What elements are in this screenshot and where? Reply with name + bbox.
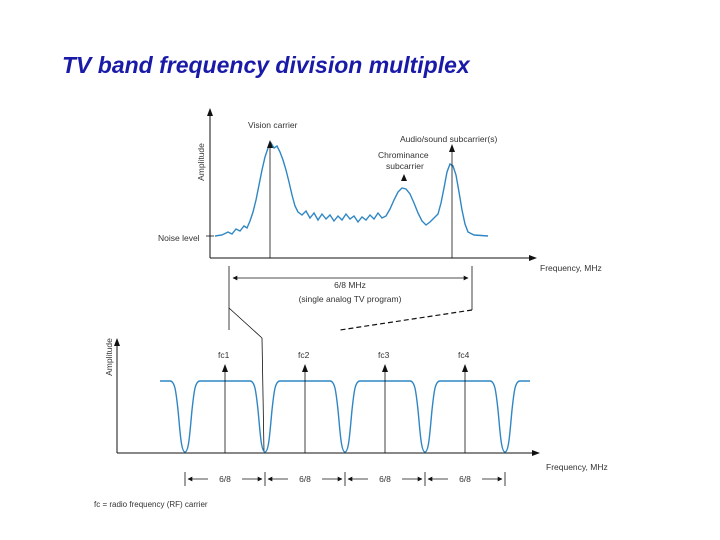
multiplexed-channels-curve xyxy=(160,380,530,453)
vision-carrier-arrow-icon xyxy=(267,140,273,148)
spacing-dimension-4: 6/8 xyxy=(427,474,503,484)
bottom-y-axis-arrow-icon xyxy=(114,338,120,346)
footnote: fc = radio frequency (RF) carrier xyxy=(94,500,208,509)
bandwidth-label: 6/8 MHz xyxy=(334,280,366,290)
carrier-2-label: fc2 xyxy=(298,350,310,360)
chrominance-label-line1: Chrominance xyxy=(378,150,429,160)
bottom-y-axis-label: Amplitude xyxy=(104,338,114,376)
bottom-x-axis-arrow-icon xyxy=(532,450,540,456)
bottom-x-axis-label: Frequency, MHz xyxy=(546,462,608,472)
noise-level-label: Noise level xyxy=(158,233,200,243)
spacing-1-label: 6/8 xyxy=(219,474,231,484)
zoom-connector-right xyxy=(339,309,473,331)
audio-subcarrier-arrow-icon xyxy=(449,144,455,152)
spacing-dimension-1: 6/8 xyxy=(187,474,263,484)
carrier-2-arrow-icon xyxy=(302,364,308,372)
carrier-4-arrow-icon xyxy=(462,364,468,372)
tv-channel-spectrum-curve xyxy=(214,141,489,237)
zoom-connector-left xyxy=(228,307,263,339)
carrier-3-arrow-icon xyxy=(382,364,388,372)
zoom-connector-left-drop xyxy=(261,337,265,453)
carrier-4-label: fc4 xyxy=(458,350,470,360)
spacing-dimension-2: 6/8 xyxy=(267,474,343,484)
spacing-3-label: 6/8 xyxy=(379,474,391,484)
bandwidth-note: (single analog TV program) xyxy=(299,294,402,304)
slide-title: TV band frequency division multiplex xyxy=(62,52,470,78)
chrominance-label-line2: subcarrier xyxy=(386,161,424,171)
carrier-1-label: fc1 xyxy=(218,350,230,360)
top-x-axis-label: Frequency, MHz xyxy=(540,263,602,273)
carrier-1-arrow-icon xyxy=(222,364,228,372)
top-y-axis-arrow-icon xyxy=(207,108,213,116)
top-x-axis-arrow-icon xyxy=(529,255,537,261)
top-spectrum-diagram: Amplitude Frequency, MHz Vision carrier … xyxy=(158,108,602,453)
audio-subcarrier-label: Audio/sound subcarrier(s) xyxy=(400,134,497,144)
chrominance-arrow-icon xyxy=(401,174,407,181)
spacing-dimension-3: 6/8 xyxy=(347,474,423,484)
bottom-fdm-diagram: Amplitude Frequency, MHz fc1 fc2 fc3 fc4… xyxy=(94,338,608,509)
top-y-axis-label: Amplitude xyxy=(196,143,206,181)
spacing-4-label: 6/8 xyxy=(459,474,471,484)
vision-carrier-label: Vision carrier xyxy=(248,120,298,130)
carrier-3-label: fc3 xyxy=(378,350,390,360)
spacing-2-label: 6/8 xyxy=(299,474,311,484)
